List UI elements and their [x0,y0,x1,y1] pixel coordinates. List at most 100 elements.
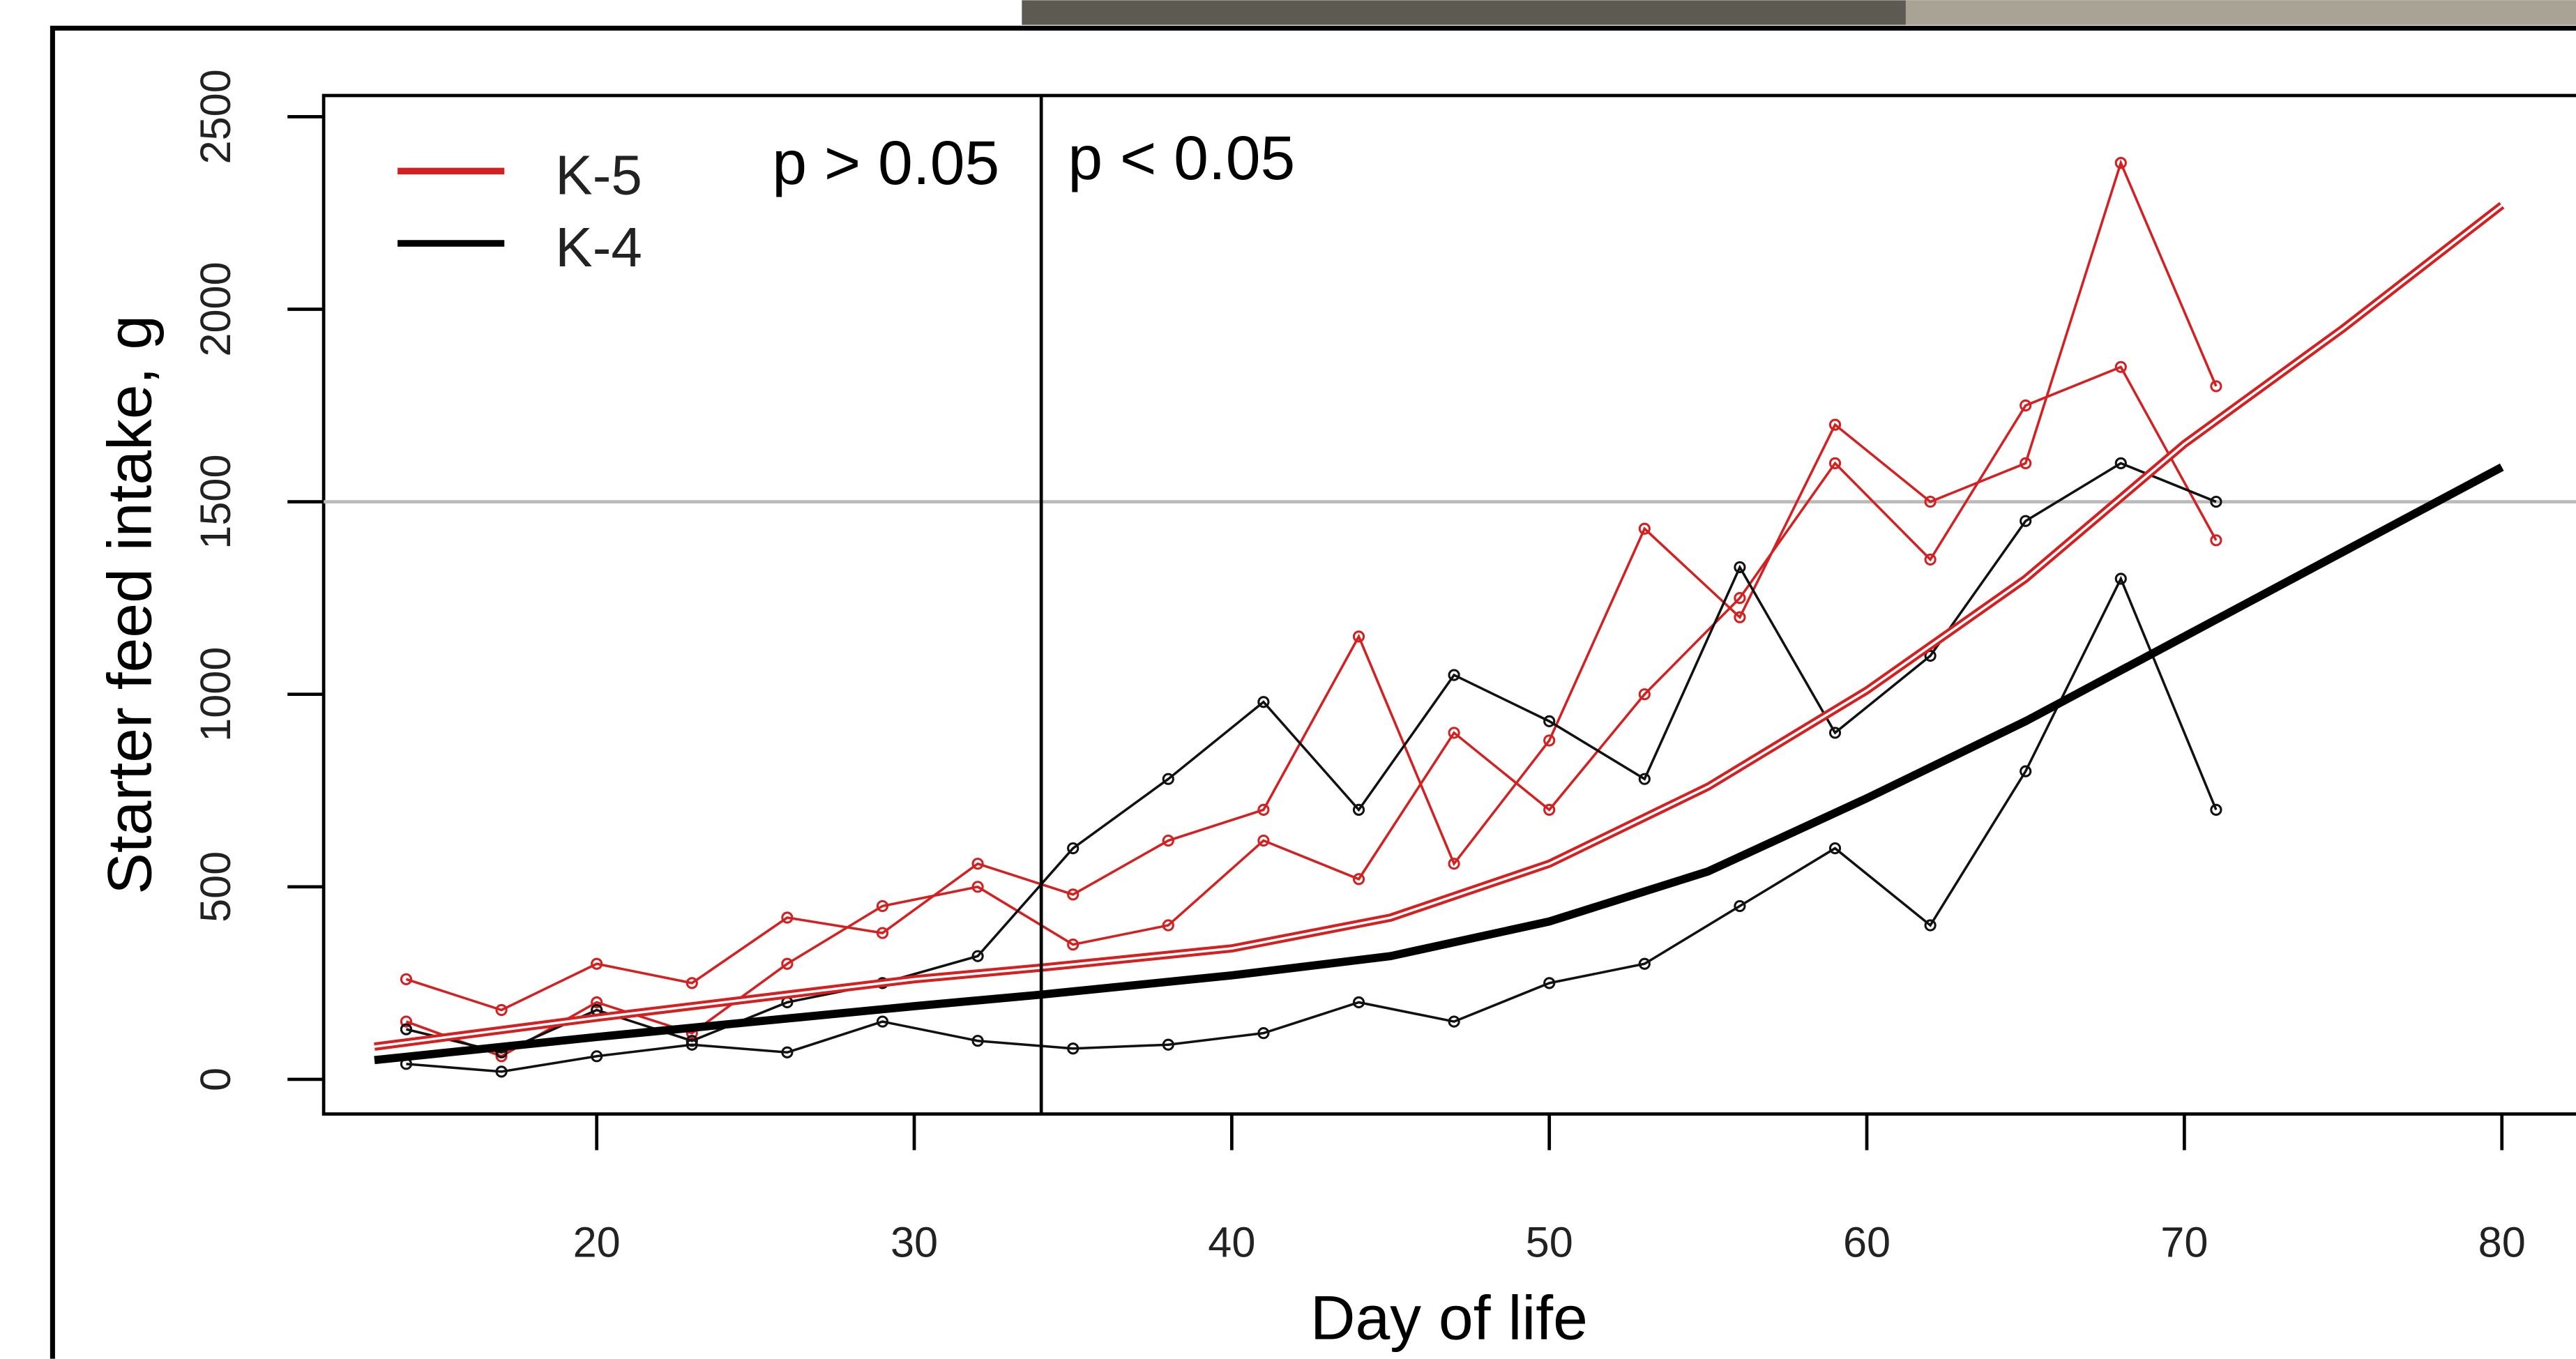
point [1924,919,1937,932]
point [1828,457,1842,469]
point [1162,773,1174,785]
point [2020,457,2032,469]
point [971,881,984,893]
frame [50,25,2576,1359]
x-tick-label: 60 [1843,1219,1891,1266]
point [2210,495,2222,508]
y-tick-label: 500 [192,851,239,923]
point [2020,399,2032,412]
point [2020,765,2032,777]
point [1067,842,1079,855]
y-tick-label: 1000 [192,647,239,742]
x-axis-label: Day of life [1310,1282,1588,1352]
point [876,1015,889,1028]
point [2114,572,2127,585]
point [2210,803,2222,816]
annotation: p < 0.05 [1068,123,1295,192]
point [1257,834,1270,847]
point [591,957,603,970]
point [876,899,889,913]
point [400,973,413,985]
point [400,1023,413,1035]
legend-label: K-4 [555,215,642,278]
x-tick-label: 30 [891,1219,938,1266]
point [971,858,984,870]
point [2020,515,2032,527]
point [1638,957,1651,970]
point [1924,649,1937,662]
y-axis-label: Starter feed intake, g [95,315,165,895]
point [1448,858,1460,870]
y-tick-label: 2000 [192,261,239,356]
point [1543,977,1556,989]
point [781,957,794,970]
trace-line [406,462,2217,1054]
point [1257,803,1270,816]
y-tick-label: 1500 [192,454,239,549]
point [2114,457,2127,469]
point [1543,803,1556,816]
point [1257,696,1270,708]
point [2210,534,2222,547]
point [1352,996,1365,1009]
point [400,1015,413,1028]
point [2210,380,2222,393]
plot-area [324,95,2576,1114]
point [591,1050,603,1063]
point [1828,842,1842,855]
point [1924,495,1937,508]
point [1162,834,1174,847]
y-tick-label: 2500 [192,69,239,164]
point [2114,360,2127,373]
point [1162,1038,1174,1051]
x-tick-label: 80 [2478,1219,2526,1266]
point [1734,592,1746,605]
point [1734,611,1746,623]
point [971,950,984,962]
point [1543,734,1556,747]
point [2114,157,2127,169]
trace-line [406,575,2218,1073]
point [1352,803,1365,816]
point [1734,561,1746,574]
x-tick-label: 50 [1526,1219,1573,1266]
point [1448,1015,1460,1028]
point [876,927,889,939]
point [591,996,603,1009]
point [1257,1027,1270,1040]
point [1543,715,1556,727]
point [1067,888,1079,901]
point [1734,899,1746,913]
point [1828,418,1842,431]
point [495,1003,508,1017]
x-tick-label: 40 [1208,1219,1255,1266]
point [971,1035,984,1047]
trace-line [405,365,2218,1058]
point [1924,553,1937,566]
point [495,1065,508,1078]
point [685,977,698,989]
point [1162,919,1174,932]
legend-label: K-5 [555,143,642,206]
point [1638,773,1651,785]
point [1448,669,1460,681]
fit-line [374,463,2504,1065]
point [1067,1042,1079,1055]
point [781,911,794,924]
annotation: p > 0.05 [772,128,999,197]
point [1448,727,1460,739]
x-tick-label: 20 [573,1219,621,1266]
point [1638,522,1651,535]
fit-line-highlight [374,204,2503,1048]
point [1352,873,1365,886]
point [1352,630,1365,643]
x-tick-label: 70 [2160,1219,2208,1266]
y-tick-label: 0 [192,1068,239,1091]
point [781,1046,794,1058]
point [1067,939,1079,951]
point [685,1038,698,1051]
point [1828,727,1842,739]
trace-line [405,159,2218,1012]
